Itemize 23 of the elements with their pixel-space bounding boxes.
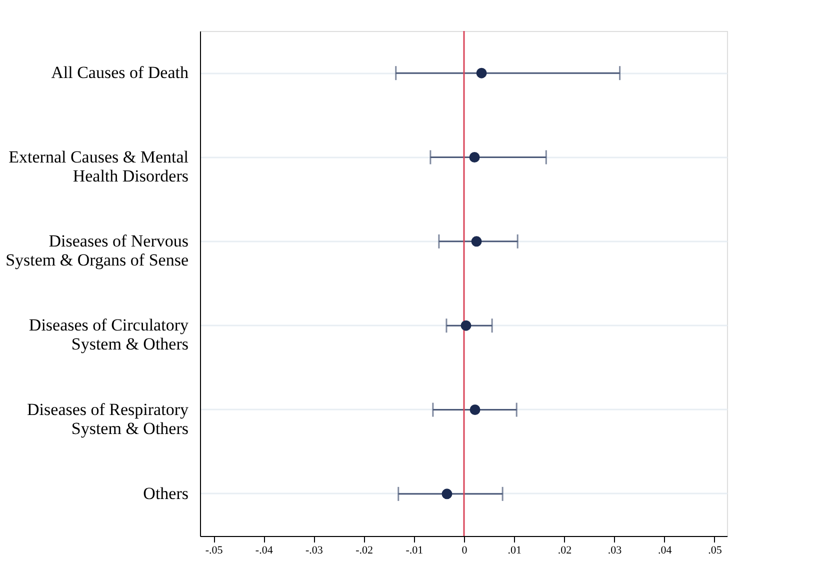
point xyxy=(460,320,472,331)
point xyxy=(442,488,452,500)
x-tick-label: .02 xyxy=(558,544,572,556)
x-tick-label: -.02 xyxy=(356,544,374,556)
y-tick-label: Others xyxy=(143,484,188,503)
x-tick-label: .05 xyxy=(708,544,722,556)
y-tick-label: External Causes & Mental Health Disorders xyxy=(8,147,189,186)
x-tick-label: 0 xyxy=(462,544,468,556)
point xyxy=(469,152,480,162)
y-tick-label: Diseases of Respiratory System & Others xyxy=(27,400,189,438)
point xyxy=(470,404,480,415)
x-tick-label: -.01 xyxy=(406,544,424,556)
x-tick-label: -.03 xyxy=(306,544,324,556)
x-tick-label: .03 xyxy=(608,544,622,556)
x-tick-label: .01 xyxy=(508,544,522,556)
y-tick-label: All Causes of Death xyxy=(51,63,189,82)
x-tick-label: -.05 xyxy=(205,544,224,556)
y-tick-label: Diseases of Circulatory System & Others xyxy=(28,316,189,354)
x-tick-label: -.04 xyxy=(255,544,274,556)
y-tick-label: Diseases of Nervous System & Organs of Sense xyxy=(6,231,188,270)
point xyxy=(476,68,487,78)
x-tick-label: .04 xyxy=(658,544,672,556)
point xyxy=(471,236,482,247)
